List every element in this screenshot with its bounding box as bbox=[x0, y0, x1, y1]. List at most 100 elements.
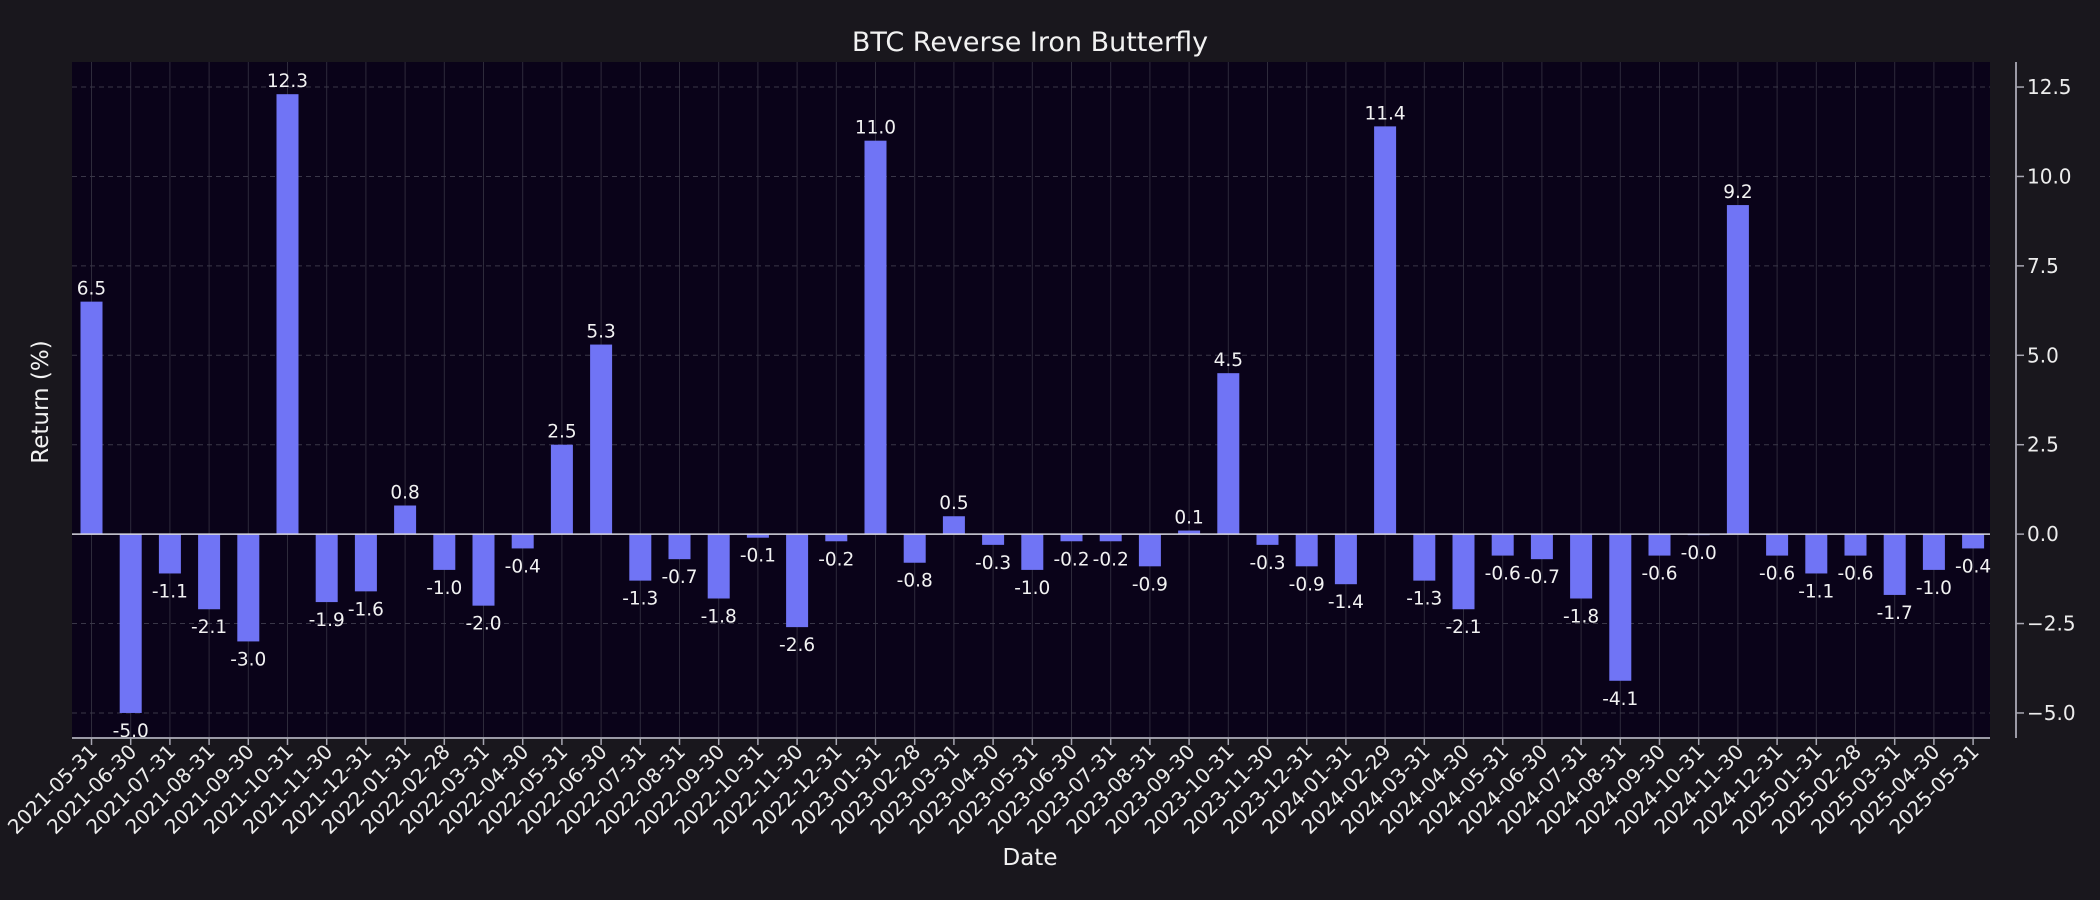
bar bbox=[550, 444, 573, 535]
chart-title: BTC Reverse Iron Butterfly bbox=[852, 27, 1208, 58]
bar bbox=[1060, 534, 1083, 542]
data-label: -1.4 bbox=[1328, 592, 1364, 613]
bar bbox=[1217, 373, 1240, 535]
bar bbox=[1413, 534, 1436, 581]
bar bbox=[1844, 534, 1867, 556]
bar bbox=[1570, 534, 1593, 599]
data-label: 5.3 bbox=[586, 322, 615, 343]
data-label: -0.1 bbox=[740, 546, 776, 567]
bar bbox=[1099, 534, 1122, 542]
data-label: -1.1 bbox=[152, 581, 188, 602]
y-tick-label: 12.5 bbox=[2027, 75, 2072, 99]
bar bbox=[1295, 534, 1318, 567]
data-label: 0.8 bbox=[390, 483, 419, 504]
y-tick-label: −5.0 bbox=[2027, 701, 2076, 725]
bar bbox=[511, 534, 534, 549]
data-label: -1.3 bbox=[1406, 589, 1442, 610]
bar bbox=[237, 534, 260, 642]
data-label: -1.1 bbox=[1798, 581, 1834, 602]
bar bbox=[1648, 534, 1671, 556]
data-label: 6.5 bbox=[77, 279, 106, 300]
y-axis-label: Return (%) bbox=[28, 340, 54, 463]
data-label: 11.4 bbox=[1364, 103, 1405, 124]
data-label: -0.6 bbox=[1837, 564, 1873, 585]
data-label: -0.2 bbox=[818, 549, 854, 570]
data-label: -2.6 bbox=[779, 635, 815, 656]
y-tick-label: 0.0 bbox=[2027, 522, 2059, 546]
bar bbox=[1256, 534, 1279, 545]
bar bbox=[1138, 534, 1161, 567]
y-tick-label: 7.5 bbox=[2027, 254, 2059, 278]
bar bbox=[198, 534, 221, 610]
data-label: -0.4 bbox=[505, 556, 541, 577]
bar bbox=[1452, 534, 1475, 610]
bar bbox=[119, 534, 142, 713]
data-label: -2.1 bbox=[191, 617, 227, 638]
bar bbox=[864, 140, 887, 535]
data-label: -0.0 bbox=[1681, 543, 1717, 564]
data-label: 4.5 bbox=[1214, 350, 1243, 371]
data-label: -1.0 bbox=[1014, 578, 1050, 599]
data-label: 0.5 bbox=[939, 493, 968, 514]
y-axis-ticks: −5.0 −2.5 0.0 2.5 5.0 7.5 10.0 12.5 bbox=[2016, 75, 2076, 725]
data-label: -0.9 bbox=[1289, 574, 1325, 595]
y-tick-label: 10.0 bbox=[2027, 164, 2072, 188]
bar bbox=[903, 534, 926, 563]
bar bbox=[394, 505, 417, 535]
bar bbox=[158, 534, 181, 574]
bar bbox=[1962, 534, 1985, 549]
data-labels: 6.5-5.0-1.1-2.1-3.012.3-1.9-1.60.8-1.0-2… bbox=[77, 71, 1991, 742]
bar bbox=[1021, 534, 1044, 570]
bars bbox=[80, 94, 1985, 713]
data-label: 11.0 bbox=[855, 118, 896, 139]
data-label: 9.2 bbox=[1723, 182, 1752, 203]
data-label: 2.5 bbox=[547, 422, 576, 443]
bar bbox=[707, 534, 730, 599]
data-label: -2.0 bbox=[465, 614, 501, 635]
bar bbox=[276, 94, 299, 535]
data-label: -1.8 bbox=[1563, 607, 1599, 628]
data-label: -4.1 bbox=[1602, 689, 1638, 710]
data-label: -0.2 bbox=[1053, 549, 1089, 570]
data-label: 12.3 bbox=[267, 71, 308, 92]
bar bbox=[746, 534, 769, 538]
bar bbox=[629, 534, 652, 581]
data-label: -0.2 bbox=[1093, 549, 1129, 570]
bar bbox=[1922, 534, 1945, 570]
data-label: -0.3 bbox=[1249, 553, 1285, 574]
y-tick-label: 5.0 bbox=[2027, 343, 2059, 367]
data-label: -0.6 bbox=[1759, 564, 1795, 585]
data-label: -1.3 bbox=[622, 589, 658, 610]
bar bbox=[1491, 534, 1514, 556]
data-label: -1.8 bbox=[701, 607, 737, 628]
x-axis-ticks: 2021-05-312021-06-302021-07-312021-08-31… bbox=[3, 738, 1984, 839]
bar bbox=[315, 534, 338, 603]
bar bbox=[1883, 534, 1906, 595]
plot-area bbox=[72, 62, 1990, 738]
vertical-gridlines bbox=[91, 62, 1974, 738]
data-label: -0.4 bbox=[1955, 556, 1991, 577]
x-axis-label: Date bbox=[1003, 845, 1058, 871]
bar bbox=[942, 516, 965, 535]
y-tick-label: −2.5 bbox=[2027, 612, 2076, 636]
bar bbox=[472, 534, 495, 606]
data-label: -0.9 bbox=[1132, 574, 1168, 595]
bar bbox=[1530, 534, 1553, 560]
bar bbox=[1609, 534, 1632, 681]
bar bbox=[786, 534, 809, 628]
bar bbox=[354, 534, 377, 592]
bar bbox=[1374, 126, 1397, 535]
data-label: -3.0 bbox=[230, 649, 266, 670]
bar bbox=[825, 534, 848, 542]
data-label: -0.7 bbox=[661, 567, 697, 588]
bar bbox=[590, 344, 613, 535]
data-label: -1.0 bbox=[426, 578, 462, 599]
data-label: -0.6 bbox=[1485, 564, 1521, 585]
bar bbox=[1334, 534, 1357, 585]
data-label: -2.1 bbox=[1445, 617, 1481, 638]
bar bbox=[1805, 534, 1828, 574]
data-label: 0.1 bbox=[1174, 508, 1203, 529]
data-label: -1.0 bbox=[1916, 578, 1952, 599]
data-label: -0.7 bbox=[1524, 567, 1560, 588]
